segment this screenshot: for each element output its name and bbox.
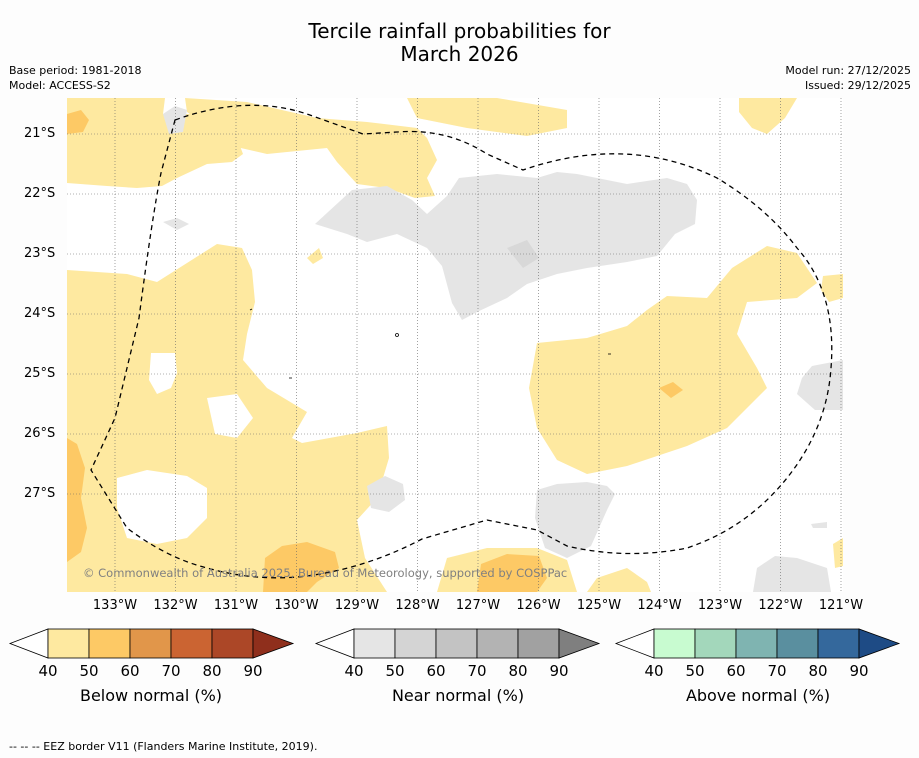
title-line-2: March 2026 — [400, 42, 519, 66]
near-normal-50-region — [163, 106, 843, 592]
neutral-holes — [117, 353, 253, 544]
colorbar-near: 40 50 60 70 80 90 — [314, 628, 601, 680]
near-colorbar-tick: 70 — [467, 662, 486, 680]
lon-label: 128°W — [395, 598, 440, 613]
above-colorbar-swatch — [776, 628, 819, 659]
map: © Commonwealth of Australia 2025, Bureau… — [67, 98, 843, 592]
lon-label: 126°W — [516, 598, 561, 613]
above-colorbar-swatch — [735, 628, 778, 659]
lon-label: 129°W — [334, 598, 380, 613]
below-colorbar-tick: 40 — [38, 662, 57, 680]
lat-label: 25°S — [24, 366, 56, 381]
below-colorbar-swatch — [211, 628, 254, 659]
above-colorbar-tick: 60 — [726, 662, 745, 680]
above-colorbar-swatch — [694, 628, 737, 659]
title-line-1: Tercile rainfall probabilities for — [308, 19, 611, 43]
above-colorbar-max-extend — [858, 628, 901, 659]
below-colorbar-tick: 60 — [120, 662, 139, 680]
small-features — [249, 308, 611, 379]
lon-label: 124°W — [637, 598, 682, 613]
copyright-text: © Commonwealth of Australia 2025, Bureau… — [83, 566, 567, 580]
lat-label: 27°S — [24, 486, 56, 501]
below-colorbar-tick: 80 — [202, 662, 221, 680]
lat-label: 22°S — [24, 186, 56, 201]
lon-label: 125°W — [576, 598, 622, 613]
near-colorbar-min-extend — [314, 628, 355, 659]
below-normal-60-region — [67, 110, 683, 592]
meta-left: Base period: 1981-2018 Model: ACCESS-S2 — [9, 63, 141, 93]
lon-label: 133°W — [92, 598, 138, 613]
below-colorbar-swatch — [88, 628, 131, 659]
near-colorbar-tick: 50 — [385, 662, 404, 680]
issued-date: Issued: 29/12/2025 — [804, 79, 911, 92]
near-colorbar-max-extend — [558, 628, 601, 659]
lon-label: 130°W — [274, 598, 319, 613]
lat-label: 24°S — [24, 306, 56, 321]
model-name: Model: ACCESS-S2 — [9, 79, 111, 92]
colorbar-above-label: Above normal (%) — [685, 686, 831, 705]
near-colorbar-swatch — [476, 628, 519, 659]
above-colorbar-tick: 50 — [685, 662, 704, 680]
above-colorbar-tick: 90 — [849, 662, 868, 680]
below-colorbar-tick: 50 — [79, 662, 98, 680]
near-colorbar-swatch — [435, 628, 478, 659]
lon-label: 122°W — [758, 598, 803, 613]
below-colorbar-swatch — [47, 628, 90, 659]
above-colorbar-tick: 80 — [808, 662, 827, 680]
page-title: Tercile rainfall probabilities for March… — [0, 20, 919, 66]
lon-label: 127°W — [455, 598, 501, 613]
below-colorbar-tick: 90 — [243, 662, 262, 680]
near-colorbar-tick: 40 — [344, 662, 363, 680]
near-colorbar-tick: 80 — [508, 662, 527, 680]
below-colorbar-swatch — [170, 628, 213, 659]
meta-right: Model run: 27/12/2025 Issued: 29/12/2025 — [785, 63, 911, 93]
below-colorbar-min-extend — [8, 628, 49, 659]
lat-label: 23°S — [24, 246, 56, 261]
colorbar-above: 40 50 60 70 80 90 — [614, 628, 901, 680]
above-colorbar-tick: 40 — [644, 662, 663, 680]
lon-label: 132°W — [153, 598, 198, 613]
above-colorbar-tick: 70 — [767, 662, 786, 680]
lon-label: 123°W — [697, 598, 743, 613]
near-colorbar-swatch — [394, 628, 437, 659]
colorbar-below-label: Below normal (%) — [79, 686, 223, 705]
lon-label: 131°W — [213, 598, 259, 613]
near-colorbar-swatch — [353, 628, 396, 659]
above-colorbar-swatch — [817, 628, 860, 659]
below-colorbar-swatch — [129, 628, 172, 659]
below-colorbar-tick: 70 — [161, 662, 180, 680]
colorbar-below: 40 50 60 70 80 90 — [8, 628, 295, 680]
near-colorbar-swatch — [517, 628, 560, 659]
near-colorbar-tick: 60 — [426, 662, 445, 680]
lat-label: 21°S — [24, 126, 56, 141]
lon-label: 121°W — [818, 598, 864, 613]
above-colorbar-swatch — [653, 628, 696, 659]
eez-border — [90, 104, 833, 579]
above-colorbar-min-extend — [614, 628, 655, 659]
footer-legend: -- -- -- EEZ border V11 (Flanders Marine… — [9, 740, 318, 753]
colorbar-near-label: Near normal (%) — [391, 686, 525, 705]
near-colorbar-tick: 90 — [549, 662, 568, 680]
lat-label: 26°S — [24, 426, 56, 441]
below-colorbar-max-extend — [252, 628, 295, 659]
model-run: Model run: 27/12/2025 — [785, 64, 911, 77]
base-period: Base period: 1981-2018 — [9, 64, 142, 77]
